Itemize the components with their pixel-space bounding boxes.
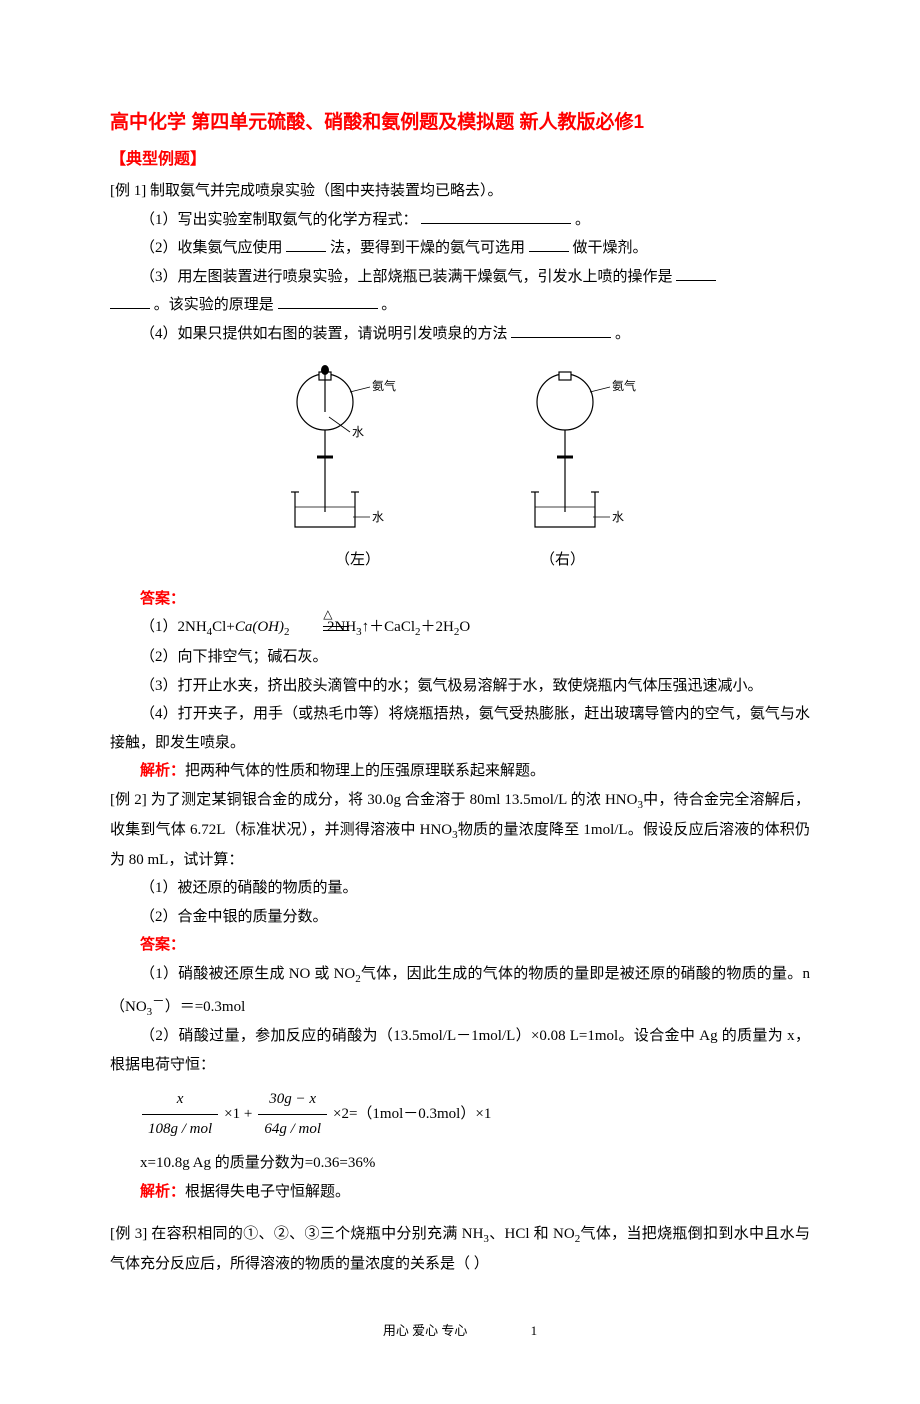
ex1-q2b: 法，要得到干燥的氨气可选用 <box>330 240 525 256</box>
page-content: 高中化学 第四单元硫酸、硝酸和氨例题及模拟题 新人教版必修1 【典型例题】 [例… <box>0 0 920 1404</box>
frac1: x 108g / mol <box>142 1085 218 1143</box>
frac1-den: 108g / mol <box>142 1115 218 1144</box>
ex3-intro: [例 3] 在容积相同的①、②、③三个烧瓶中分别充满 NH3、HCl 和 NO2… <box>110 1220 810 1278</box>
gas-label-left: 氨气 <box>372 378 396 393</box>
ex1-answer-label: 答案： <box>110 585 810 614</box>
ex2-q2: （2）合金中银的质量分数。 <box>110 903 810 932</box>
page-footer: 用心 爱心 专心 1 <box>110 1319 810 1344</box>
ex1-q2c: 做干燥剂。 <box>573 240 648 256</box>
ex2-answer-label: 答案： <box>110 931 810 960</box>
document-title: 高中化学 第四单元硫酸、硝酸和氨例题及模拟题 新人教版必修1 <box>110 105 810 141</box>
ex1-a4: （4）打开夹子，用手（或热毛巾等）将烧瓶捂热，氨气受热膨胀，赶出玻璃导管内的空气… <box>110 700 810 757</box>
caoh: Ca(OH) <box>235 619 284 635</box>
water-label-beaker: 水 <box>372 510 384 524</box>
ex1-q3-line2: 。该实验的原理是 。 <box>110 291 810 320</box>
eq-mid: ×1 + <box>224 1100 252 1129</box>
right-label: （右） <box>540 546 585 575</box>
blank <box>529 236 569 252</box>
answer-label: 答案： <box>140 591 185 607</box>
blank <box>511 322 611 338</box>
ex1-q2a: （2）收集氨气应使用 <box>140 240 283 256</box>
ex1-a1: （1）2NH4Cl+Ca(OH)2 △ 2NH3↑＋CaCl2＋2H2O <box>110 613 810 643</box>
gas-label-right: 氨气 <box>612 378 636 393</box>
diagram-right: 氨气 水 <box>495 362 665 542</box>
ex1-q1: （1）写出实验室制取氨气的化学方程式： 。 <box>110 206 810 235</box>
ex2-a1: （1）硝酸被还原生成 NO 或 NO2气体，因此生成的气体的物质的量即是被还原的… <box>110 960 810 1023</box>
a1a: （1）2NH <box>140 619 207 635</box>
a1b: Cl+ <box>212 619 235 635</box>
frac2-num: 30g − x <box>258 1085 327 1115</box>
ex2-a1c: ）＝=0.3mol <box>165 999 246 1015</box>
blank <box>421 208 571 224</box>
a1f: O <box>459 619 470 635</box>
water-label-flask: 水 <box>352 425 364 439</box>
ex1-intro: [例 1] 制取氨气并完成喷泉实验（图中夹持装置均已略去）。 <box>110 177 810 206</box>
footer-motto: 用心 爱心 专心 <box>383 1323 468 1338</box>
ex1-q3c: 。 <box>381 297 396 313</box>
ex1-q1-text: （1）写出实验室制取氨气的化学方程式： <box>140 212 418 228</box>
section-header: 【典型例题】 <box>110 145 810 175</box>
ex2-analysis: 解析：根据得失电子守恒解题。 <box>110 1178 810 1207</box>
ex2-a2: （2）硝酸过量，参加反应的硝酸为（13.5mol/L－1mol/L）×0.08 … <box>110 1022 810 1079</box>
answer-label2: 答案： <box>140 937 185 953</box>
ex1-q4a: （4）如果只提供如右图的装置，请说明引发喷泉的方法 <box>140 326 508 342</box>
diagram-row: 氨气 水 水 氨气 水 <box>110 362 810 542</box>
analysis-text: 把两种气体的性质和物理上的压强原理联系起来解题。 <box>185 763 545 779</box>
ex2-intro: [例 2] 为了测定某铜银合金的成分，将 30.0g 合金溶于 80ml 13.… <box>110 786 810 874</box>
ex2-q1: （1）被还原的硝酸的物质的量。 <box>110 874 810 903</box>
a1e: ＋2H <box>421 619 454 635</box>
ex2-equation: x 108g / mol ×1 + 30g − x 64g / mol ×2=（… <box>110 1085 810 1143</box>
frac2-den: 64g / mol <box>258 1115 327 1144</box>
frac2: 30g − x 64g / mol <box>258 1085 327 1143</box>
ex1-q3a: （3）用左图装置进行喷泉实验，上部烧瓶已装满干燥氨气，引发水上喷的操作是 <box>140 269 673 285</box>
ex2-ia: [例 2] 为了测定某铜银合金的成分，将 30.0g 合金溶于 80ml 13.… <box>110 792 637 808</box>
a1d: ↑＋CaCl <box>362 619 415 635</box>
ex1-q2: （2）收集氨气应使用 法，要得到干燥的氨气可选用 做干燥剂。 <box>110 234 810 263</box>
ex2-result: x=10.8g Ag 的质量分数为=0.36=36% <box>110 1149 810 1178</box>
frac1-num: x <box>142 1085 218 1115</box>
ex3-ia: [例 3] 在容积相同的①、②、③三个烧瓶中分别充满 NH <box>110 1226 483 1242</box>
ex1-q4b: 。 <box>615 326 630 342</box>
water-label-right: 水 <box>612 510 624 524</box>
analysis-text2: 根据得失电子守恒解题。 <box>185 1184 350 1200</box>
blank <box>110 293 150 309</box>
blank <box>286 236 326 252</box>
left-label: （左） <box>335 546 380 575</box>
diagram-labels: （左） （右） <box>110 546 810 575</box>
eq-tail: ×2=（1mol－0.3mol）×1 <box>333 1100 491 1129</box>
diagram-left: 氨气 水 水 <box>255 362 425 542</box>
ex1-q4: （4）如果只提供如右图的装置，请说明引发喷泉的方法 。 <box>110 320 810 349</box>
ex1-q1-end: 。 <box>575 212 590 228</box>
analysis-label: 解析： <box>140 763 185 779</box>
ex3-ib: 、HCl 和 NO <box>489 1226 575 1242</box>
blank <box>278 293 378 309</box>
ex1-analysis: 解析：把两种气体的性质和物理上的压强原理联系起来解题。 <box>110 757 810 786</box>
ex1-q3b: 。该实验的原理是 <box>154 297 274 313</box>
ex1-q3-line1: （3）用左图装置进行喷泉实验，上部烧瓶已装满干燥氨气，引发水上喷的操作是 <box>110 263 810 292</box>
ex1-a3: （3）打开止水夹，挤出胶头滴管中的水；氨气极易溶解于水，致使烧瓶内气体压强迅速减… <box>110 672 810 701</box>
footer-page: 1 <box>531 1319 538 1344</box>
analysis-label2: 解析： <box>140 1184 185 1200</box>
ex2-a1a: （1）硝酸被还原生成 NO 或 NO <box>140 966 355 982</box>
blank <box>676 265 716 281</box>
ex1-a2: （2）向下排空气；碱石灰。 <box>110 643 810 672</box>
